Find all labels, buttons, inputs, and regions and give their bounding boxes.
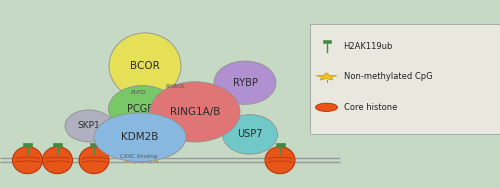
Text: PUFD: PUFD	[131, 90, 147, 95]
Ellipse shape	[108, 86, 176, 133]
Ellipse shape	[214, 61, 276, 104]
Polygon shape	[120, 152, 148, 162]
Text: CXXC binding: CXXC binding	[120, 154, 158, 159]
Text: SKP1: SKP1	[78, 121, 100, 130]
Polygon shape	[128, 152, 156, 162]
Text: Core histone: Core histone	[344, 103, 397, 112]
Bar	[23, 143, 32, 146]
Ellipse shape	[222, 115, 278, 154]
Text: PCGF1: PCGF1	[126, 104, 158, 114]
Text: KDM2B: KDM2B	[122, 132, 158, 142]
Text: Non-methylated CpG: Non-methylated CpG	[344, 72, 432, 81]
Ellipse shape	[12, 147, 42, 174]
Ellipse shape	[150, 82, 240, 142]
Text: RING1A/B: RING1A/B	[170, 107, 220, 117]
Text: RYBP: RYBP	[232, 78, 258, 88]
Text: BCOR: BCOR	[130, 61, 160, 71]
Ellipse shape	[79, 147, 109, 174]
Ellipse shape	[65, 110, 113, 142]
Ellipse shape	[42, 147, 72, 174]
Bar	[53, 143, 62, 146]
Circle shape	[316, 103, 338, 111]
Bar	[322, 40, 330, 43]
Polygon shape	[316, 73, 337, 80]
Polygon shape	[136, 152, 164, 162]
Text: RAWUL: RAWUL	[166, 84, 186, 89]
Text: USP7: USP7	[238, 129, 263, 139]
Bar	[90, 143, 98, 146]
Bar	[276, 143, 284, 146]
Ellipse shape	[109, 33, 181, 99]
Text: H2AK119ub: H2AK119ub	[344, 42, 393, 51]
Ellipse shape	[94, 113, 186, 162]
Ellipse shape	[265, 147, 295, 174]
FancyBboxPatch shape	[310, 24, 500, 134]
